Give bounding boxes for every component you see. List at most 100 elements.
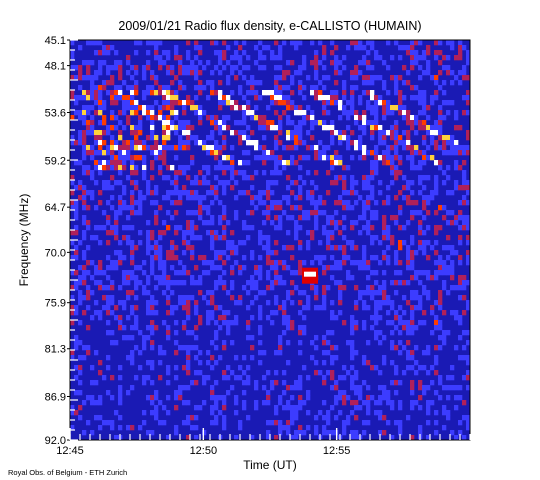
heatmap-cell [82, 150, 87, 156]
heatmap-cell [70, 255, 75, 261]
heatmap-cell [286, 105, 291, 111]
heatmap-cell [118, 285, 123, 291]
heatmap-cell [358, 295, 363, 301]
heatmap-cell [402, 115, 407, 121]
heatmap-cell [266, 205, 271, 211]
heatmap-cell [430, 400, 435, 406]
heatmap-cell [74, 305, 79, 311]
heatmap-cell [402, 240, 407, 246]
heatmap-cell [214, 415, 219, 421]
heatmap-cell [102, 50, 107, 56]
heatmap-cell [434, 175, 439, 181]
heatmap-cell [126, 280, 131, 286]
heatmap-cell [382, 155, 387, 161]
heatmap-cell [386, 195, 391, 201]
heatmap-cell [162, 230, 167, 236]
heatmap-cell [302, 290, 307, 296]
heatmap-cell [218, 265, 223, 271]
heatmap-cell [326, 245, 331, 251]
heatmap-cell [402, 80, 407, 86]
heatmap-cell [238, 295, 243, 301]
heatmap-cell [234, 315, 239, 321]
heatmap-cell [122, 270, 127, 276]
heatmap-cell [94, 110, 99, 116]
heatmap-cell [278, 85, 283, 91]
heatmap-cell [126, 85, 131, 91]
heatmap-cell [234, 75, 239, 81]
heatmap-cell [418, 120, 423, 126]
heatmap-cell [98, 310, 103, 316]
heatmap-cell [370, 295, 375, 301]
heatmap-cell [390, 235, 395, 241]
heatmap-cell [362, 90, 367, 96]
heatmap-cell [294, 430, 299, 436]
heatmap-cell [170, 100, 175, 106]
heatmap-cell [442, 100, 447, 106]
heatmap-cell [342, 55, 347, 61]
heatmap-cell [438, 270, 443, 276]
heatmap-cell [202, 295, 207, 301]
heatmap-cell [262, 120, 267, 126]
heatmap-cell [218, 235, 223, 241]
heatmap-cell [366, 360, 371, 366]
heatmap-cell [418, 385, 423, 391]
heatmap-cell [158, 170, 163, 176]
heatmap-cell [234, 215, 239, 221]
heatmap-cell [258, 305, 263, 311]
heatmap-cell [458, 385, 463, 391]
heatmap-cell [286, 200, 291, 206]
heatmap-cell [150, 135, 155, 141]
heatmap-cell [370, 170, 375, 176]
heatmap-cell [270, 250, 275, 256]
heatmap-cell [214, 400, 219, 406]
heatmap-cell [366, 260, 371, 266]
heatmap-cell [422, 100, 427, 106]
heatmap-cell [78, 265, 83, 271]
heatmap-cell [210, 235, 215, 241]
heatmap-cell [158, 65, 163, 71]
heatmap-cell [434, 345, 439, 351]
heatmap-cell [274, 225, 279, 231]
heatmap-cell [142, 145, 147, 151]
heatmap-cell [210, 85, 215, 91]
heatmap-cell [222, 165, 227, 171]
heatmap-cell [286, 230, 291, 236]
heatmap-cell [358, 115, 363, 121]
heatmap-cell [70, 95, 75, 101]
heatmap-cell [130, 270, 135, 276]
heatmap-cell [370, 40, 375, 46]
heatmap-cell [454, 110, 459, 116]
heatmap-cell [326, 215, 331, 221]
heatmap-cell [70, 75, 75, 81]
heatmap-cell [366, 40, 371, 46]
heatmap-cell [106, 390, 111, 396]
heatmap-cell [278, 160, 283, 166]
heatmap-cell [466, 280, 470, 286]
heatmap-cell [222, 95, 227, 101]
heatmap-cell [154, 395, 159, 401]
heatmap-cell [466, 260, 470, 266]
heatmap-cell [194, 435, 199, 440]
heatmap-cell [222, 40, 227, 46]
heatmap-cell [166, 65, 171, 71]
heatmap-cell [330, 230, 335, 236]
heatmap-cell [302, 60, 307, 66]
heatmap-cell [378, 315, 383, 321]
heatmap-cell [166, 225, 171, 231]
heatmap-cell [438, 205, 443, 211]
heatmap-cell [418, 425, 423, 431]
heatmap-cell [118, 400, 123, 406]
heatmap-cell [234, 435, 239, 440]
heatmap-cell [310, 125, 315, 131]
heatmap-cell [142, 290, 147, 296]
heatmap-cell [450, 285, 455, 291]
heatmap-cell [154, 185, 159, 191]
heatmap-cell [370, 190, 375, 196]
heatmap-cell [418, 240, 423, 246]
heatmap-cell [118, 415, 123, 421]
heatmap-cell [78, 110, 83, 116]
heatmap-cell [402, 295, 407, 301]
heatmap-cell [186, 355, 191, 361]
heatmap-cell [214, 90, 219, 96]
heatmap-cell [286, 320, 291, 326]
